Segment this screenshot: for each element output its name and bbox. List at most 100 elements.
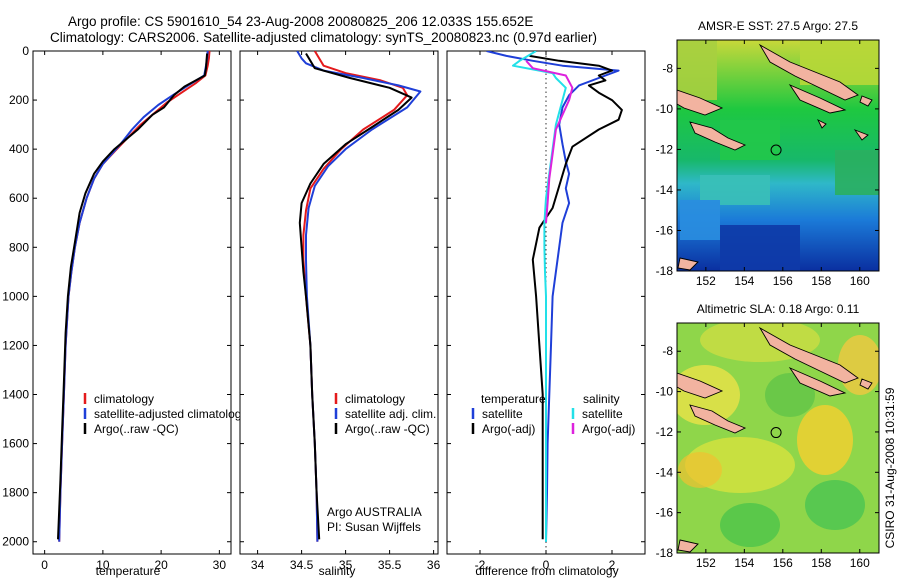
temperature-axes-box: [32, 50, 232, 555]
salinity-legend: climatology satellite adj. clim. Argo(..…: [334, 392, 436, 436]
legend-label-sal-satellite: satellite: [582, 407, 623, 421]
map-x-tick-label: 158: [811, 274, 831, 288]
series-line-salinity-satellite: [512, 51, 567, 542]
salinity-xlabel: salinity: [319, 564, 356, 578]
argo-float-marker: [770, 144, 782, 156]
sst-map-axes: 152 154 156 158 160 -8 -10 -12 -14 -16 -18: [656, 40, 879, 288]
map-y-tick-label: -8: [662, 61, 673, 75]
sla-map-axes: 152 154 156 158 160 -8 -10 -12 -14 -16 -18: [656, 323, 879, 570]
map-y-tick-label: -10: [656, 385, 674, 399]
map-x-tick-label: 152: [696, 274, 716, 288]
difference-depth-ticks: [447, 50, 645, 543]
difference-legend: temperature satellite Argo(-adj) salinit…: [471, 392, 635, 436]
legend-label-satellite: satellite adj. clim.: [345, 407, 436, 421]
y-tick-label: 800: [9, 240, 29, 254]
series-line-salinity-argo-adj: [525, 60, 574, 223]
legend-header-salinity: salinity: [583, 392, 620, 406]
legend-label-satellite: satellite-adjusted climatology: [94, 407, 247, 421]
legend-header-temperature: temperature: [481, 392, 546, 406]
legend-label-climatology: climatology: [94, 392, 154, 406]
difference-lines: [486, 51, 623, 542]
map-y-tick-label: -16: [656, 223, 674, 237]
x-tick-label: 20: [154, 558, 168, 572]
map-y-tick-label: -12: [656, 425, 674, 439]
map-x-tick-label: 154: [734, 556, 754, 570]
temperature-legend: climatology satellite-adjusted climatolo…: [83, 392, 247, 436]
map-y-tick-label: -12: [656, 142, 674, 156]
y-tick-label: 600: [9, 191, 29, 205]
map-x-tick-label: 156: [773, 274, 793, 288]
y-tick-label: 2000: [2, 535, 29, 549]
map-y-tick-label: -14: [656, 465, 674, 479]
temperature-panel: 0 200 400 600 800 1000 1200 1400 1600 1800 2000 0 1…: [2, 44, 247, 578]
difference-x-axis: -2 0 2: [475, 51, 616, 572]
sla-map-panel: Altimetric SLA: 0.18 Argo: 0.11: [656, 302, 880, 570]
salinity-lines: [296, 51, 422, 542]
principal-investigator-label: PI: Susan Wijffels: [327, 520, 421, 534]
sst-field-patches: [677, 40, 879, 271]
x-tick-label: 34.5: [290, 558, 314, 572]
y-tick-label: 200: [9, 93, 29, 107]
x-tick-label: 36: [427, 558, 441, 572]
y-tick-label: 1200: [2, 338, 29, 352]
legend-label-temp-argo: Argo(-adj): [482, 422, 535, 436]
map-y-tick-label: -10: [656, 102, 674, 116]
legend-label-climatology: climatology: [345, 392, 405, 406]
map-x-tick-label: 158: [811, 556, 831, 570]
depth-axis: 0 200 400 600 800 1000 1200 1400 1600 1800 2000: [2, 44, 231, 549]
y-tick-label: 1400: [2, 388, 29, 402]
map-x-tick-label: 160: [850, 274, 870, 288]
difference-panel: -2 0 2 difference from climatology tempera…: [446, 50, 646, 578]
salinity-x-axis: 34 34.5 35 35.5 36: [251, 51, 441, 572]
series-line-argo-raw-qc: [57, 53, 209, 540]
map-y-tick-label: -16: [656, 506, 674, 520]
y-tick-label: 400: [9, 142, 29, 156]
sla-coastlines: [677, 326, 873, 553]
x-tick-label: 35: [339, 558, 353, 572]
sst-coastlines: [677, 43, 873, 271]
x-tick-label: 0: [41, 558, 48, 572]
y-tick-label: 1000: [2, 289, 29, 303]
temperature-xlabel: temperature: [96, 564, 161, 578]
temperature-x-axis: 0 10 20 30: [41, 51, 226, 572]
map-y-tick-label: -18: [656, 546, 674, 560]
argo-float-marker: [770, 427, 782, 439]
x-tick-label: 2: [609, 558, 616, 572]
x-tick-label: 10: [96, 558, 110, 572]
map-y-tick-label: -8: [662, 344, 673, 358]
sla-map-title: Altimetric SLA: 0.18 Argo: 0.11: [697, 302, 860, 316]
series-line-argo-raw-qc: [298, 52, 413, 540]
sla-map-frame: [676, 322, 880, 554]
sst-map-panel: AMSR-E SST: 27.5 Argo: 27.5: [656, 19, 880, 288]
difference-xlabel: difference from climatology: [475, 564, 618, 578]
y-tick-label: 1800: [2, 486, 29, 500]
series-line-temperature-argo-adj: [529, 54, 623, 540]
map-x-tick-label: 154: [734, 274, 754, 288]
map-y-tick-label: -18: [656, 264, 674, 278]
figure-title-line1: Argo profile: CS 5901610_54 23-Aug-2008 …: [68, 14, 533, 29]
csiro-timestamp: CSIRO 31-Aug-2008 10:31:59: [883, 387, 897, 548]
map-y-tick-label: -14: [656, 183, 674, 197]
x-tick-label: 34: [251, 558, 265, 572]
map-x-tick-label: 160: [850, 556, 870, 570]
sst-map-frame: [676, 39, 880, 272]
salinity-depth-ticks: [240, 50, 438, 543]
sst-map-title: AMSR-E SST: 27.5 Argo: 27.5: [698, 19, 858, 33]
map-x-tick-label: 156: [773, 556, 793, 570]
legend-label-argo: Argo(..raw -QC): [345, 422, 430, 436]
figure-title-line2: Climatology: CARS2006. Satellite-adjuste…: [50, 30, 597, 45]
legend-label-argo: Argo(..raw -QC): [94, 422, 179, 436]
temperature-lines: [57, 51, 211, 542]
map-x-tick-label: 152: [696, 556, 716, 570]
x-tick-label: -2: [475, 558, 486, 572]
x-tick-label: 35.5: [378, 558, 402, 572]
legend-label-temp-satellite: satellite: [482, 407, 523, 421]
x-tick-label: 30: [213, 558, 227, 572]
salinity-axes-box: [239, 50, 439, 555]
y-tick-label: 1600: [2, 437, 29, 451]
y-tick-label: 0: [22, 44, 29, 58]
salinity-panel: 34 34.5 35 35.5 36 salinity climatology sate…: [239, 50, 441, 578]
legend-label-sal-argo: Argo(-adj): [582, 422, 635, 436]
x-tick-label: 0: [543, 558, 550, 572]
